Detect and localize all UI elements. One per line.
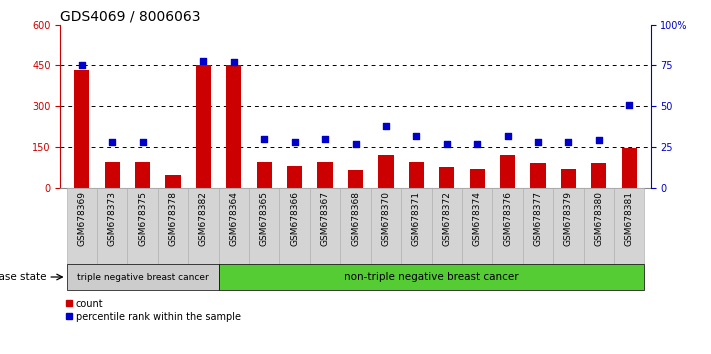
Bar (318, 162, 333, 188)
Text: GDS4069 / 8006063: GDS4069 / 8006063 (60, 10, 201, 24)
Bar (370, 188, 401, 264)
Text: GSM678377: GSM678377 (533, 192, 542, 246)
Bar (341, 188, 370, 264)
Text: GSM678382: GSM678382 (199, 192, 208, 246)
Point (76, 63, 87, 68)
Bar (584, 188, 614, 264)
Bar (493, 188, 523, 264)
Text: GSM678364: GSM678364 (230, 192, 238, 246)
Point (593, 138, 604, 143)
Bar (401, 188, 432, 264)
Bar (348, 170, 363, 188)
Point (441, 141, 452, 147)
Text: GSM678379: GSM678379 (564, 192, 573, 246)
Bar (196, 65, 211, 188)
Bar (226, 65, 242, 188)
Bar (158, 188, 188, 264)
Text: GSM678380: GSM678380 (594, 192, 604, 246)
Point (411, 133, 422, 138)
Bar (500, 155, 515, 188)
Bar (105, 162, 119, 188)
Bar (97, 188, 127, 264)
Point (228, 59, 240, 65)
Point (502, 133, 513, 138)
Bar (462, 188, 493, 264)
Bar (257, 162, 272, 188)
Text: GSM678369: GSM678369 (77, 192, 86, 246)
Bar (166, 176, 181, 188)
Bar (287, 166, 302, 188)
Point (137, 139, 149, 145)
Point (350, 141, 361, 147)
Text: GSM678370: GSM678370 (381, 192, 390, 246)
Text: GSM678366: GSM678366 (290, 192, 299, 246)
Bar (310, 188, 341, 264)
Text: GSM678367: GSM678367 (321, 192, 330, 246)
Bar (614, 188, 644, 264)
Point (107, 139, 118, 145)
Point (624, 102, 635, 107)
Text: disease state: disease state (0, 272, 47, 282)
Point (198, 58, 209, 63)
Bar (67, 188, 97, 264)
Point (380, 123, 392, 129)
Bar (378, 155, 393, 188)
Text: non-triple negative breast cancer: non-triple negative breast cancer (344, 272, 519, 282)
Legend: count, percentile rank within the sample: count, percentile rank within the sample (65, 299, 241, 321)
Text: triple negative breast cancer: triple negative breast cancer (77, 273, 208, 281)
Text: GSM678378: GSM678378 (169, 192, 178, 246)
Bar (218, 264, 644, 290)
Bar (74, 69, 90, 188)
Bar (621, 148, 637, 188)
Bar (530, 163, 545, 188)
Bar (218, 188, 249, 264)
Bar (279, 188, 310, 264)
Bar (553, 188, 584, 264)
Text: GSM678368: GSM678368 (351, 192, 360, 246)
Bar (523, 188, 553, 264)
Bar (67, 264, 218, 290)
Bar (592, 163, 606, 188)
Bar (135, 162, 150, 188)
Point (289, 139, 300, 145)
Text: GSM678381: GSM678381 (625, 192, 634, 246)
Bar (188, 188, 218, 264)
Bar (127, 188, 158, 264)
Bar (249, 188, 279, 264)
Text: GSM678373: GSM678373 (107, 192, 117, 246)
Point (319, 136, 331, 142)
Text: GSM678374: GSM678374 (473, 192, 481, 246)
Text: GSM678365: GSM678365 (260, 192, 269, 246)
Text: GSM678372: GSM678372 (442, 192, 451, 246)
Bar (439, 167, 454, 188)
Point (562, 139, 574, 145)
Point (471, 141, 483, 147)
Text: GSM678375: GSM678375 (138, 192, 147, 246)
Bar (561, 169, 576, 188)
Bar (469, 169, 485, 188)
Bar (432, 188, 462, 264)
Bar (409, 162, 424, 188)
Text: GSM678371: GSM678371 (412, 192, 421, 246)
Point (533, 139, 544, 145)
Text: GSM678376: GSM678376 (503, 192, 512, 246)
Point (259, 136, 270, 142)
